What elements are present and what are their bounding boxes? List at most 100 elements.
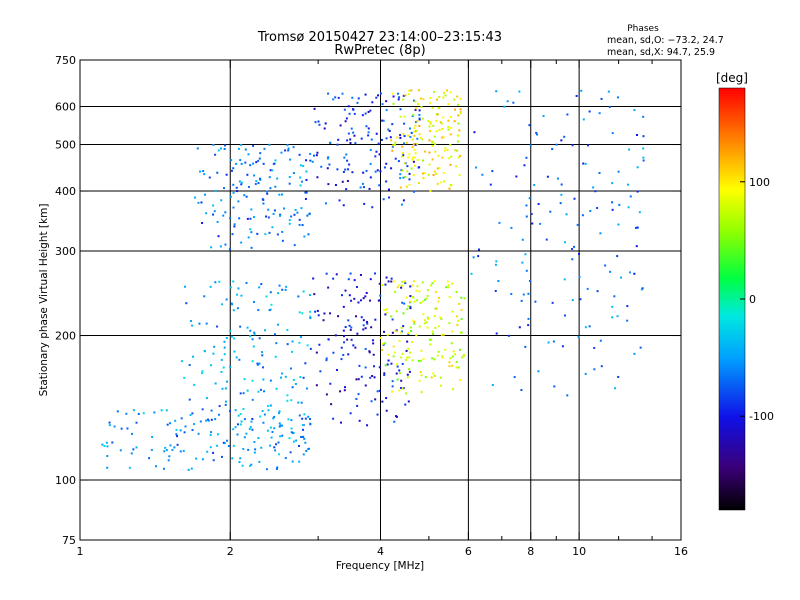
echo-point	[364, 384, 367, 387]
echo-point	[407, 156, 410, 159]
echo-point	[240, 241, 243, 244]
echo-point	[399, 134, 402, 137]
echo-point	[642, 115, 645, 118]
echo-point	[175, 433, 178, 436]
echo-point	[343, 389, 346, 392]
echo-point	[253, 333, 256, 336]
echo-point	[339, 421, 342, 424]
echo-point	[402, 387, 405, 390]
echo-point	[233, 337, 236, 340]
echo-point	[566, 394, 569, 397]
echo-point	[457, 122, 460, 125]
echo-point	[551, 301, 554, 304]
echo-point	[444, 94, 447, 97]
echo-point	[432, 124, 435, 127]
echo-point	[401, 145, 404, 148]
echo-point	[396, 286, 399, 289]
echo-point	[350, 299, 353, 302]
echo-point	[537, 203, 540, 206]
echo-point	[263, 413, 266, 416]
echo-point	[384, 364, 387, 367]
echo-point	[379, 92, 382, 95]
echo-point	[427, 317, 430, 320]
echo-point	[451, 310, 454, 313]
echo-point	[250, 463, 253, 466]
echo-point	[257, 182, 260, 185]
echo-point	[168, 455, 171, 458]
echo-point	[429, 102, 432, 105]
echo-point	[387, 280, 390, 283]
echo-point	[563, 314, 566, 317]
echo-point	[290, 399, 293, 402]
echo-point	[437, 350, 440, 353]
echo-point	[269, 426, 272, 429]
echo-point	[491, 383, 494, 386]
echo-point	[407, 400, 410, 403]
echo-point	[450, 155, 453, 158]
echo-point	[409, 295, 412, 298]
echo-point	[349, 138, 352, 141]
echo-point	[268, 231, 271, 234]
echo-point	[561, 345, 564, 348]
echo-point	[216, 433, 219, 436]
echo-point	[599, 232, 602, 235]
echo-point	[437, 154, 440, 157]
echo-point	[376, 413, 379, 416]
echo-point	[342, 170, 345, 173]
echo-point	[212, 459, 215, 462]
echo-point	[457, 319, 460, 322]
echo-point	[364, 327, 367, 330]
echo-point	[349, 328, 352, 331]
echo-point	[446, 149, 449, 152]
echo-point	[254, 183, 257, 186]
echo-point	[573, 197, 576, 200]
echo-point	[232, 428, 235, 431]
echo-point	[206, 397, 209, 400]
echo-point	[212, 352, 215, 355]
echo-point	[376, 169, 379, 172]
echo-point	[185, 302, 188, 305]
echo-point	[325, 359, 328, 362]
echo-point	[330, 403, 333, 406]
echo-point	[276, 177, 279, 180]
echo-point	[132, 448, 135, 451]
echo-point	[434, 143, 437, 146]
echo-point	[201, 408, 204, 411]
echo-point	[229, 286, 232, 289]
echo-point	[565, 213, 568, 216]
echo-point	[345, 117, 348, 120]
echo-point	[262, 162, 265, 165]
echo-point	[236, 307, 239, 310]
echo-point	[273, 333, 276, 336]
echo-point	[191, 355, 194, 358]
echo-point	[338, 199, 341, 202]
colorbar-tick-label: 0	[749, 293, 756, 306]
echo-point	[489, 183, 492, 186]
echo-point	[395, 329, 398, 332]
echo-point	[362, 319, 365, 322]
echo-point	[429, 122, 432, 125]
echo-point	[287, 418, 290, 421]
echo-point	[420, 106, 423, 109]
echo-point	[459, 97, 462, 100]
echo-point	[498, 221, 501, 224]
echo-point	[421, 281, 424, 284]
echo-point	[238, 147, 241, 150]
echo-point	[400, 326, 403, 329]
echo-point	[225, 173, 228, 176]
echo-point	[420, 391, 423, 394]
echo-point	[365, 291, 368, 294]
echo-point	[481, 173, 484, 176]
echo-point	[119, 449, 122, 452]
echo-point	[234, 426, 237, 429]
echo-point	[388, 129, 391, 132]
echo-point	[246, 389, 249, 392]
echo-point	[616, 315, 619, 318]
echo-point	[587, 144, 590, 147]
x-tick-label: 4	[377, 545, 384, 558]
echo-point	[203, 193, 206, 196]
echo-point	[594, 190, 597, 193]
echo-point	[180, 417, 183, 420]
echo-point	[316, 176, 319, 179]
echo-point	[232, 167, 235, 170]
